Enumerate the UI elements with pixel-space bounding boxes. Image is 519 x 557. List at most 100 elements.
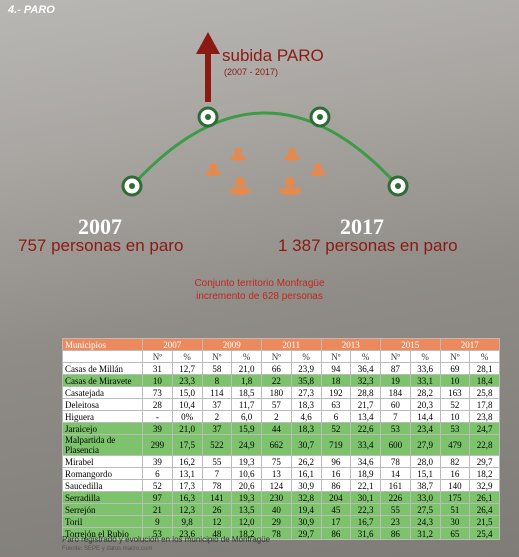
municipality: Jaraicejo xyxy=(62,422,143,435)
subheader-cell: Nº xyxy=(320,350,352,363)
cell: 13,4 xyxy=(350,410,381,423)
section-title: 4.- PARO xyxy=(8,4,55,16)
cell: 2 xyxy=(201,410,233,423)
cell: 23,9 xyxy=(290,362,322,375)
municipality: Serradilla xyxy=(62,491,143,504)
cell: 20,3 xyxy=(409,398,441,411)
header-cell: 2017 xyxy=(439,338,500,351)
cell: 12,3 xyxy=(171,503,203,516)
cell: 52 xyxy=(320,422,352,435)
cell: 175 xyxy=(439,491,471,504)
cell: 230 xyxy=(261,491,292,504)
cell: 23,8 xyxy=(469,410,500,423)
cell: 14,4 xyxy=(409,410,441,423)
cell: 662 xyxy=(261,434,292,456)
cell: 22,1 xyxy=(350,479,381,492)
cell: 19,3 xyxy=(231,491,262,504)
summary-1: Conjunto territorio Monfragüe xyxy=(194,278,325,289)
cell: 26,1 xyxy=(469,491,500,504)
table-row: Casas de Miravete 10 23,3 8 1,8 22 35,8 18 32,3 1… xyxy=(62,374,500,387)
cell: 114 xyxy=(201,386,233,399)
cell: 94 xyxy=(320,362,352,375)
cell: 204 xyxy=(320,491,352,504)
subheader-cell: % xyxy=(231,350,262,363)
cell: 39 xyxy=(142,455,173,468)
cell: 53 xyxy=(380,422,411,435)
cell: 38,7 xyxy=(409,479,441,492)
cell: 78 xyxy=(380,455,411,468)
cell: - xyxy=(142,410,173,423)
arc xyxy=(130,111,400,188)
cell: 65 xyxy=(439,527,471,540)
cell: 12 xyxy=(201,515,233,528)
source: Fuente: SEPE y datos macro.com xyxy=(62,546,153,552)
cell: 19,3 xyxy=(231,455,262,468)
cell: 66 xyxy=(261,362,292,375)
subheader-cell: Nº xyxy=(380,350,411,363)
cell: 6 xyxy=(320,410,352,423)
table-row: Toril 9 9,8 12 12,0 29 30,9 17 16,7 23 24,3 30 21,5 xyxy=(62,515,500,528)
cell: 18,4 xyxy=(469,374,500,387)
cell: 36,4 xyxy=(350,362,381,375)
cell: 45 xyxy=(320,503,352,516)
cell: 20,6 xyxy=(231,479,262,492)
table-row: Serrejón 21 12,3 26 13,5 40 19,4 45 22,3 55 27,5 51… xyxy=(62,503,500,516)
cell: 37 xyxy=(201,422,233,435)
cell: 30,1 xyxy=(350,491,381,504)
table: Municipios 2007 2009 2011 2013 2015 2017 Nº% Nº%… xyxy=(62,338,500,540)
municipality: Deleitosa xyxy=(62,398,143,411)
cell: 27,3 xyxy=(290,386,322,399)
table-row: Casas de Millán 31 12,7 58 21,0 66 23,9 94 36,4 8… xyxy=(62,362,500,375)
cell: 10,4 xyxy=(171,398,203,411)
municipality: Toril xyxy=(62,515,143,528)
cell: 17 xyxy=(320,515,352,528)
cell: 13,5 xyxy=(231,503,262,516)
cell: 87 xyxy=(380,362,411,375)
cell: 18,3 xyxy=(290,422,322,435)
table-row: Deleitosa 28 10,4 37 11,7 57 18,3 63 21,7 60 20,3 5… xyxy=(62,398,500,411)
cell: 17,5 xyxy=(171,434,203,456)
subheader-cell xyxy=(62,350,143,363)
text-left: 757 personas en paro xyxy=(18,236,184,255)
table-row: Romangordo 6 13,1 7 10,6 13 16,1 16 18,9 14 15,1 16… xyxy=(62,467,500,480)
municipality: Saucedilla xyxy=(62,479,143,492)
cell: 22,3 xyxy=(350,503,381,516)
table-row: Serradilla 97 16,3 141 19,3 230 32,8 204 30,1 226… xyxy=(62,491,500,504)
cell: 39 xyxy=(142,422,173,435)
table-row: Malpartida de Plasencia 299 17,5 522 24,9 662… xyxy=(62,434,500,456)
cell: 12,0 xyxy=(231,515,262,528)
cell: 12,7 xyxy=(171,362,203,375)
cell: 29,7 xyxy=(469,455,500,468)
table-row: Jaraicejo 39 21,0 37 15,9 44 18,3 52 22,6 53 23,4 5… xyxy=(62,422,500,435)
cell: 30,9 xyxy=(290,515,322,528)
cell: 31,2 xyxy=(409,527,441,540)
cell: 16 xyxy=(439,467,471,480)
header-cell: 2007 xyxy=(142,338,203,351)
cell: 24,3 xyxy=(409,515,441,528)
nodes-inner xyxy=(129,114,401,189)
header-cell: 2015 xyxy=(380,338,441,351)
cell: 25,4 xyxy=(469,527,500,540)
cell: 21,0 xyxy=(171,422,203,435)
cell: 7 xyxy=(201,467,233,480)
cell: 180 xyxy=(261,386,292,399)
cell: 15,9 xyxy=(231,422,262,435)
cell: 58 xyxy=(201,362,233,375)
cell: 22,8 xyxy=(469,434,500,456)
header-cell: 2013 xyxy=(320,338,381,351)
period: (2007 - 2017) xyxy=(224,67,279,77)
cell: 30 xyxy=(439,515,471,528)
cell: 29 xyxy=(261,515,292,528)
cell: 73 xyxy=(142,386,173,399)
municipality: Casatejada xyxy=(62,386,143,399)
cell: 23,3 xyxy=(171,374,203,387)
cell: 21,0 xyxy=(231,362,262,375)
cell: 28,0 xyxy=(409,455,441,468)
cell: 9 xyxy=(142,515,173,528)
text-right: 1 387 personas en paro xyxy=(278,236,458,255)
cell: 60 xyxy=(380,398,411,411)
cell: 28,1 xyxy=(469,362,500,375)
cell: 299 xyxy=(142,434,173,456)
people-icons xyxy=(205,148,326,195)
table-row: Mirabel 39 16,2 55 19,3 75 26,2 96 34,6 78 28,0 82 2… xyxy=(62,455,500,468)
